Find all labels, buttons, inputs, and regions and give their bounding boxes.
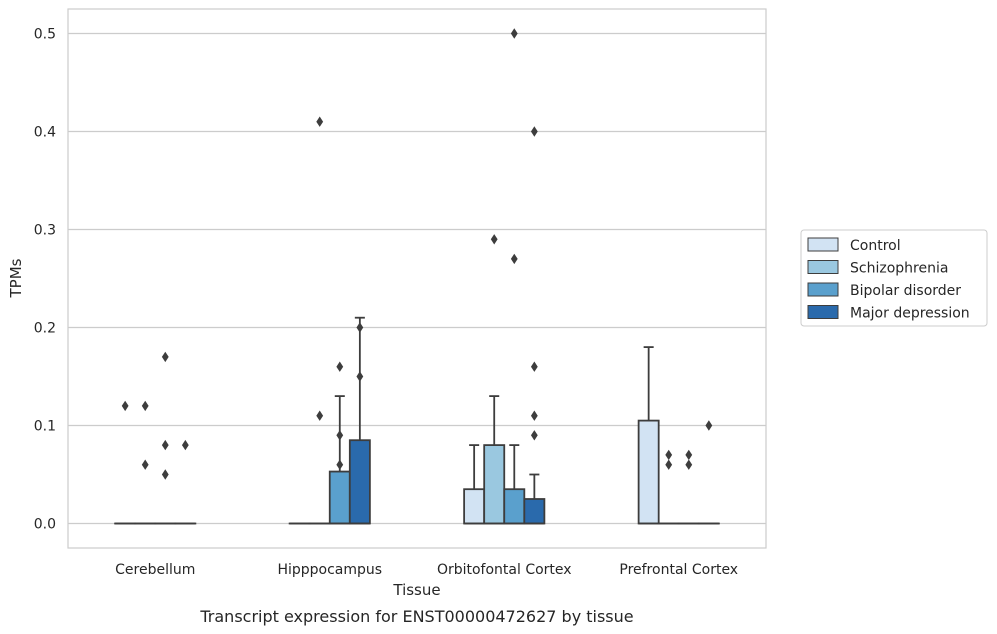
outlier-point — [530, 361, 538, 372]
box — [463, 488, 486, 525]
outlier-point — [356, 371, 364, 382]
y-axis-label: TPMs — [7, 258, 25, 298]
outlier-point — [336, 361, 344, 372]
y-tick-labels: 0.0 0.1 0.2 0.3 0.4 0.5 — [34, 27, 56, 533]
legend-label: Major depression — [850, 306, 970, 322]
box — [348, 439, 371, 525]
outlier-point — [490, 234, 498, 245]
box — [483, 444, 506, 525]
x-tick-label: Orbitofontal Cortex — [437, 562, 572, 578]
y-tick-label: 0.3 — [34, 223, 56, 239]
outlier-point — [316, 410, 324, 421]
legend-label: Schizophrenia — [850, 261, 948, 277]
y-tick-label: 0.5 — [34, 27, 56, 43]
outlier-point — [336, 459, 344, 470]
outlier-point — [510, 28, 518, 39]
legend-swatch — [807, 260, 839, 274]
outlier-point — [685, 459, 693, 470]
box — [503, 488, 526, 525]
y-tick-label: 0.0 — [34, 517, 56, 533]
outlier-point — [141, 400, 149, 412]
outlier-point — [161, 439, 169, 451]
box-series — [114, 316, 720, 525]
outlier-point — [121, 400, 129, 412]
legend-swatch — [807, 282, 839, 297]
legend: Control Schizophrenia Bipolar disorder Majo… — [800, 229, 988, 327]
outlier-point — [685, 449, 693, 461]
outlier-point — [316, 116, 324, 127]
outlier-point — [336, 430, 344, 441]
outlier-point — [181, 439, 189, 451]
legend-frame — [800, 229, 988, 327]
legend-label: Bipolar disorder — [850, 283, 961, 299]
chart-caption: Transcript expression for ENST0000047262… — [199, 607, 633, 626]
outlier-point — [665, 449, 673, 461]
y-tick-label: 0.1 — [34, 419, 56, 435]
box — [637, 419, 660, 525]
outlier-point — [510, 253, 518, 265]
outlier-point — [530, 410, 538, 421]
box — [328, 470, 351, 525]
x-axis-label: Tissue — [392, 581, 440, 599]
outlier-point — [356, 322, 364, 333]
outlier-point — [530, 430, 538, 441]
outlier-point — [705, 420, 713, 431]
legend-label: Control — [850, 238, 901, 254]
outlier-point — [530, 126, 538, 137]
legend-swatch — [807, 305, 839, 319]
x-tick-label: Cerebellum — [115, 562, 195, 578]
x-tick-labels: Cerebellum Hipppocampus Orbitofontal Corte… — [115, 562, 738, 578]
outlier-points — [121, 28, 713, 480]
outlier-point — [161, 351, 169, 363]
outlier-point — [141, 459, 149, 470]
y-tick-label: 0.4 — [34, 125, 56, 141]
outlier-point — [665, 459, 673, 470]
outlier-point — [161, 469, 169, 480]
box — [523, 498, 546, 525]
x-tick-label: Prefrontal Cortex — [619, 562, 738, 578]
y-tick-label: 0.2 — [34, 321, 56, 337]
plot-background — [68, 9, 766, 548]
plot-frame — [67, 8, 767, 549]
legend-swatch — [807, 237, 839, 252]
x-tick-label: Hipppocampus — [277, 562, 382, 578]
